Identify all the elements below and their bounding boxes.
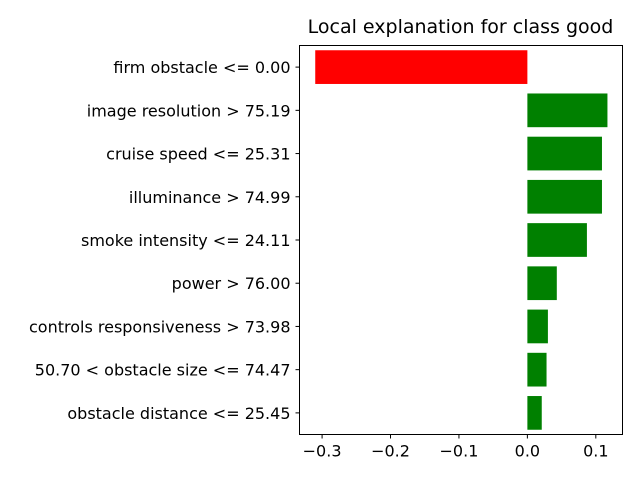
bars-layer [315,50,608,430]
bar [527,309,548,344]
chart-title: Local explanation for class good [308,16,614,38]
bar [527,352,547,387]
bar [315,50,528,84]
plot-frame [299,45,623,435]
bar [527,223,587,257]
bar [527,266,557,301]
x-tick-label: 0.0 [515,442,540,461]
bar [527,136,602,171]
category-labels: firm obstacle <= 0.00 image resolution > … [29,58,300,423]
x-tick-label: −0.1 [440,442,479,461]
category-label: obstacle distance <= 25.45 [67,404,290,423]
category-label: cruise speed <= 25.31 [106,145,290,164]
x-tick-label: −0.3 [303,442,342,461]
category-label: illuminance > 74.99 [129,188,291,207]
x-tick-label: 0.1 [583,442,608,461]
x-axis-ticks: −0.3 −0.2 −0.1 0.0 0.1 [303,434,609,461]
category-label: 50.70 < obstacle size <= 74.47 [35,361,291,380]
category-label: controls responsiveness > 73.98 [29,317,291,336]
category-label: power > 76.00 [172,274,291,293]
category-label: smoke intensity <= 24.11 [81,231,291,250]
category-label: image resolution > 75.19 [87,101,291,120]
bar [527,396,542,430]
x-tick-label: −0.2 [371,442,410,461]
bar [527,179,602,214]
bar [527,93,608,128]
category-label: firm obstacle <= 0.00 [113,58,290,77]
